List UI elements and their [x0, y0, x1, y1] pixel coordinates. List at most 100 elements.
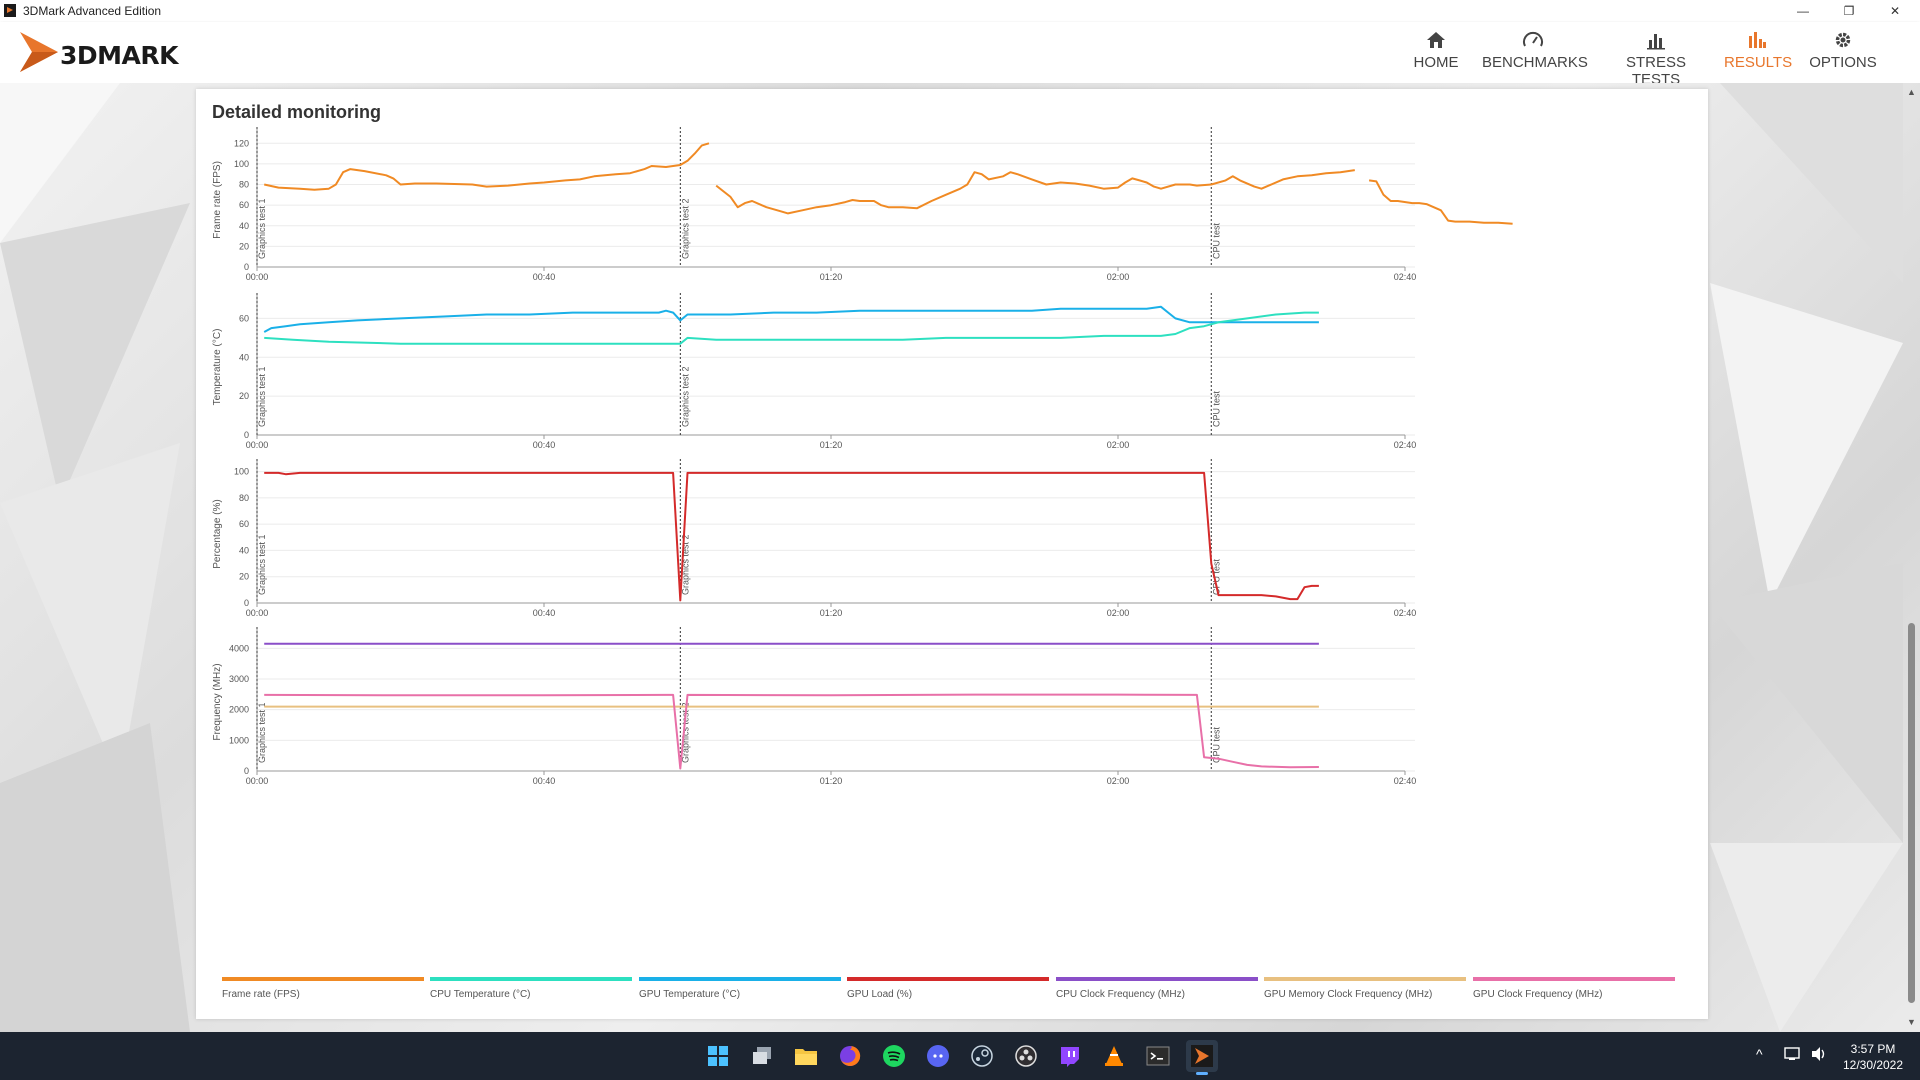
scrollbar-thumb[interactable] — [1908, 623, 1915, 1003]
nav-options-label: OPTIONS — [1809, 54, 1877, 71]
app-header: 3DMARK HOME BENCHMARKS STRESS TESTS RESU… — [0, 22, 1920, 88]
steam-icon[interactable] — [966, 1040, 998, 1072]
legend-label: GPU Clock Frequency (MHz) — [1473, 989, 1603, 1000]
y-axis-label: Frame rate (FPS) — [212, 161, 223, 239]
x-tick-label: 00:00 — [246, 272, 269, 282]
y-tick-label: 60 — [239, 200, 249, 210]
task-view-icon[interactable] — [746, 1040, 778, 1072]
legend-label: GPU Load (%) — [847, 989, 913, 1000]
legend-label: GPU Memory Clock Frequency (MHz) — [1264, 989, 1433, 1000]
spotify-icon[interactable] — [878, 1040, 910, 1072]
windows-taskbar: ^ 3:57 PM 12/30/2022 — [0, 1032, 1920, 1080]
x-tick-label: 00:40 — [533, 272, 556, 282]
monitoring-charts: 0 20 40 60 80 100 120 00:00 00:40 01:20 02:00 02:40… — [212, 127, 1513, 786]
nav-benchmarks[interactable]: BENCHMARKS — [1482, 30, 1588, 71]
section-title: Detailed monitoring — [212, 102, 382, 122]
y-tick-label: 40 — [239, 545, 249, 555]
y-tick-label: 0 — [244, 598, 249, 608]
firefox-icon[interactable] — [834, 1040, 866, 1072]
gauge-icon — [1482, 30, 1584, 54]
home-icon — [1412, 30, 1460, 54]
bar-chart-icon — [1606, 30, 1706, 54]
legend-swatch — [222, 977, 424, 981]
y-axis-label: Frequency (MHz) — [212, 663, 223, 740]
x-tick-label: 02:40 — [1394, 608, 1417, 618]
series-line — [715, 169, 1355, 215]
test-marker-label: Graphics test 2 — [680, 198, 690, 259]
maximize-button[interactable]: ❐ — [1843, 4, 1855, 18]
x-tick-label: 01:20 — [820, 440, 843, 450]
y-tick-label: 1000 — [229, 735, 249, 745]
y-tick-label: 100 — [234, 467, 249, 477]
scroll-down-arrow-icon[interactable]: ▼ — [1907, 1017, 1916, 1027]
legend-label: CPU Clock Frequency (MHz) — [1056, 989, 1185, 1000]
window-title: 3DMark Advanced Edition — [23, 4, 162, 18]
window-titlebar: 3DMark Advanced Edition — ❐ ✕ — [0, 0, 1920, 23]
test-marker-label: Graphics test 2 — [680, 534, 690, 595]
y-tick-label: 100 — [234, 159, 249, 169]
test-marker-label: CPU test — [1211, 726, 1221, 763]
y-tick-label: 80 — [239, 180, 249, 190]
legend-swatch — [1264, 977, 1466, 981]
test-marker-label: Graphics test 2 — [680, 702, 690, 763]
x-tick-label: 00:40 — [533, 440, 556, 450]
close-button[interactable]: ✕ — [1889, 4, 1901, 18]
scroll-up-arrow-icon[interactable]: ▲ — [1907, 87, 1916, 97]
3dmark-logo[interactable]: 3DMARK — [18, 30, 218, 76]
legend-label: Frame rate (FPS) — [222, 989, 300, 1000]
nav-home[interactable]: HOME — [1412, 30, 1460, 71]
nav-results-label: RESULTS — [1724, 54, 1793, 71]
x-tick-label: 02:00 — [1107, 272, 1130, 282]
minimize-button[interactable]: — — [1797, 4, 1809, 18]
y-tick-label: 20 — [239, 241, 249, 251]
x-tick-label: 02:00 — [1107, 440, 1130, 450]
file-explorer-icon[interactable] — [790, 1040, 822, 1072]
test-marker-label: Graphics test 1 — [257, 198, 267, 259]
windows-start-icon[interactable] — [702, 1040, 734, 1072]
y-axis-label: Percentage (%) — [212, 499, 223, 568]
x-tick-label: 02:00 — [1107, 608, 1130, 618]
twitch-icon[interactable] — [1054, 1040, 1086, 1072]
x-tick-label: 02:40 — [1394, 272, 1417, 282]
app-icon — [4, 4, 16, 17]
obs-icon[interactable] — [1010, 1040, 1042, 1072]
gear-icon — [1808, 30, 1878, 54]
test-marker-label: Graphics test 1 — [257, 366, 267, 427]
legend-swatch — [1473, 977, 1675, 981]
y-tick-label: 20 — [239, 572, 249, 582]
clock-time: 3:57 PM — [1850, 1042, 1896, 1056]
legend-swatch — [1056, 977, 1258, 981]
x-tick-label: 01:20 — [820, 776, 843, 786]
y-tick-label: 60 — [239, 519, 249, 529]
results-chart-icon — [1724, 30, 1790, 54]
y-tick-label: 20 — [239, 391, 249, 401]
network-icon[interactable] — [1784, 1046, 1802, 1065]
legend-swatch — [847, 977, 1049, 981]
x-tick-label: 00:00 — [246, 608, 269, 618]
x-tick-label: 00:00 — [246, 776, 269, 786]
y-tick-label: 40 — [239, 221, 249, 231]
terminal-icon[interactable] — [1142, 1040, 1174, 1072]
test-marker-label: CPU test — [1211, 558, 1221, 595]
test-marker-label: CPU test — [1211, 222, 1221, 259]
legend-label: GPU Temperature (°C) — [639, 989, 741, 1000]
3dmark-taskbar-icon[interactable] — [1186, 1040, 1218, 1075]
volume-icon[interactable] — [1810, 1046, 1828, 1065]
nav-benchmarks-label: BENCHMARKS — [1482, 54, 1588, 71]
nav-options[interactable]: OPTIONS — [1808, 30, 1878, 71]
system-clock[interactable]: 3:57 PM 12/30/2022 — [1838, 1041, 1908, 1073]
series-line — [264, 471, 1319, 602]
x-tick-label: 02:40 — [1394, 440, 1417, 450]
x-tick-label: 02:40 — [1394, 776, 1417, 786]
nav-stress-tests[interactable]: STRESS TESTS — [1606, 30, 1706, 88]
y-tick-label: 3000 — [229, 674, 249, 684]
discord-icon[interactable] — [922, 1040, 954, 1072]
nav-results[interactable]: RESULTS — [1724, 30, 1793, 71]
series-line — [264, 311, 1319, 345]
vlc-icon[interactable] — [1098, 1040, 1130, 1072]
brand-wordmark: 3DMARK — [60, 41, 179, 70]
vertical-scrollbar[interactable]: ▲ ▼ — [1903, 83, 1920, 1032]
detailed-monitoring-panel: Detailed monitoring 0 20 40 60 80 100 120 00:00… — [196, 89, 1708, 1019]
series-line — [263, 142, 710, 191]
tray-chevron-icon[interactable]: ^ — [1756, 1046, 1763, 1062]
